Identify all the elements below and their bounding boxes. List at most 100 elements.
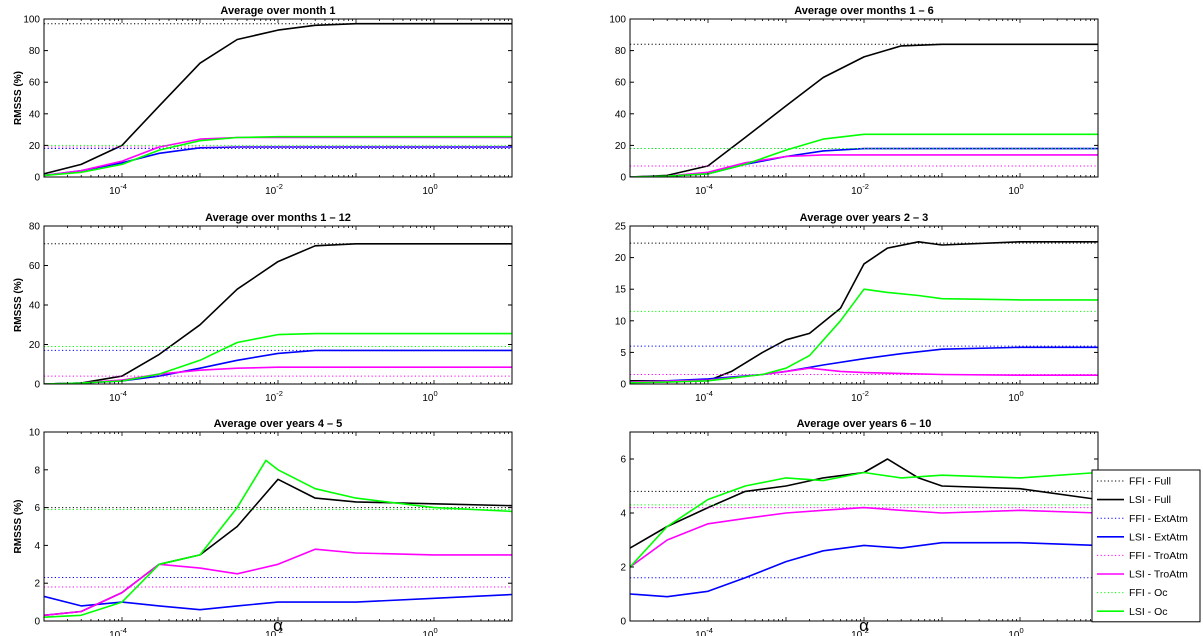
y-tick-label: 100 [23, 15, 40, 26]
legend-label: LSI - Oc [1129, 606, 1168, 618]
x-tick-label: 10-2 [851, 389, 869, 404]
series-line-lsi-full [44, 478, 512, 617]
y-tick-label: 80 [615, 46, 627, 57]
x-tick-label: 100 [422, 626, 437, 636]
y-tick-label: 0 [620, 380, 626, 391]
series-line-lsi-oc [44, 332, 512, 384]
legend-item: FFI - TroAtm [1097, 550, 1188, 562]
y-tick-label: 20 [615, 141, 627, 152]
plot-area [630, 458, 1098, 598]
chart-title: Average over years 6 – 10 [797, 418, 932, 430]
series-line-lsi-extatm [44, 593, 512, 611]
series-line-lsi-extatm [630, 541, 1098, 598]
legend-label: FFI - Oc [1129, 587, 1168, 599]
x-tick-label: 10-4 [109, 182, 127, 197]
y-tick-label: 5 [620, 348, 626, 359]
y-tick-label: 60 [29, 78, 41, 89]
chart-panel-3: Average over months 1 – 12 RMSSS (%) 0 20 40… [13, 212, 513, 404]
series-line-lsi-oc [44, 135, 512, 177]
y-tick-label: 40 [29, 109, 41, 120]
x-tick-label: 10-4 [109, 389, 127, 404]
x-tick-label: 10-4 [109, 626, 127, 636]
x-tick-label: 10-2 [265, 626, 283, 636]
legend-item: FFI - Full [1097, 476, 1171, 488]
series-line-lsi-oc [630, 133, 1098, 177]
y-axis-label: RMSSS (%) [13, 278, 24, 332]
y-tick-label: 4 [34, 541, 40, 552]
y-tick-label: 0 [34, 380, 40, 391]
y-tick-label: 100 [609, 15, 626, 26]
y-tick-label: 60 [29, 261, 41, 272]
x-tick-label: 100 [1008, 182, 1023, 197]
legend-frame [1091, 469, 1201, 623]
y-tick-label: 0 [620, 617, 626, 628]
y-tick-label: 8 [34, 465, 40, 476]
chart-title: Average over years 2 – 3 [800, 212, 929, 224]
x-axis-label-right: α [859, 616, 869, 635]
x-tick-label: 10-2 [265, 389, 283, 404]
legend-label: LSI - Full [1129, 494, 1171, 506]
y-tick-label: 10 [615, 316, 627, 327]
chart-title: Average over years 4 – 5 [214, 418, 343, 430]
legend-label: FFI - ExtAtm [1129, 513, 1188, 525]
legend-item: LSI - Full [1097, 494, 1171, 506]
y-tick-label: 2 [34, 579, 40, 590]
x-tick-label: 100 [422, 182, 437, 197]
y-tick-label: 40 [29, 301, 41, 312]
series-line-lsi-troatm [44, 136, 512, 177]
chart-panel-1: Average over month 1 RMSSS (%) 0 20 40 60 80 10… [13, 5, 513, 197]
y-axis-label: RMSSS (%) [13, 500, 24, 554]
x-tick-label: 100 [1008, 626, 1023, 636]
y-tick-label: 80 [29, 46, 41, 57]
legend-item: LSI - Oc [1097, 606, 1168, 618]
chart-title: Average over months 1 – 12 [205, 212, 351, 224]
series-line-lsi-troatm [44, 548, 512, 617]
x-tick-label: 10-4 [695, 182, 713, 197]
y-tick-label: 6 [620, 455, 626, 466]
series-line-lsi-oc [630, 471, 1098, 568]
y-tick-label: 60 [615, 78, 627, 89]
x-tick-label: 10-4 [695, 389, 713, 404]
series-line-lsi-full [630, 458, 1098, 549]
chart-panel-5: Average over years 4 – 5 RMSSS (%) 0 2 4 6 8 10… [13, 418, 513, 636]
legend-label: FFI - Full [1129, 476, 1171, 488]
y-tick-label: 6 [34, 503, 40, 514]
y-tick-label: 20 [29, 340, 41, 351]
axes-frame [43, 18, 513, 178]
chart-panel-6: Average over years 6 – 10 0 2 4 6 10-4 10-2 100 [620, 418, 1099, 636]
plot-area [44, 459, 512, 618]
plot-area [630, 43, 1098, 177]
y-tick-label: 20 [615, 253, 627, 264]
x-tick-label: 10-2 [851, 182, 869, 197]
series-line-lsi-extatm [630, 346, 1098, 383]
y-tick-label: 25 [615, 222, 627, 233]
y-tick-label: 40 [615, 109, 627, 120]
legend-item: LSI - ExtAtm [1097, 531, 1188, 543]
axes-frame [43, 431, 513, 622]
plot-area [44, 243, 512, 384]
legend-label: LSI - ExtAtm [1129, 531, 1188, 543]
y-tick-label: 10 [29, 428, 41, 439]
y-tick-label: 4 [620, 509, 626, 520]
y-tick-label: 20 [29, 141, 41, 152]
x-tick-label: 100 [1008, 389, 1023, 404]
series-line-lsi-troatm [630, 506, 1098, 568]
y-tick-label: 0 [34, 617, 40, 628]
x-tick-label: 100 [422, 389, 437, 404]
y-tick-label: 15 [615, 285, 627, 296]
x-tick-label: 10-2 [265, 182, 283, 197]
legend-item: LSI - TroAtm [1097, 569, 1188, 581]
y-tick-label: 2 [620, 563, 626, 574]
legend-item: FFI - ExtAtm [1097, 513, 1188, 525]
chart-panel-2: Average over months 1 – 6 0 20 40 60 80 100 10-… [609, 5, 1099, 197]
legend: FFI - Full LSI - Full FFI - ExtAtm LSI - Ex… [1091, 469, 1201, 623]
series-line-lsi-oc [44, 459, 512, 618]
series-line-lsi-oc [630, 288, 1098, 384]
axes-frame [629, 18, 1099, 178]
x-axis-label-left: α [273, 616, 283, 635]
axes-frame [43, 225, 513, 385]
y-tick-label: 0 [34, 173, 40, 184]
y-tick-label: 80 [29, 222, 41, 233]
